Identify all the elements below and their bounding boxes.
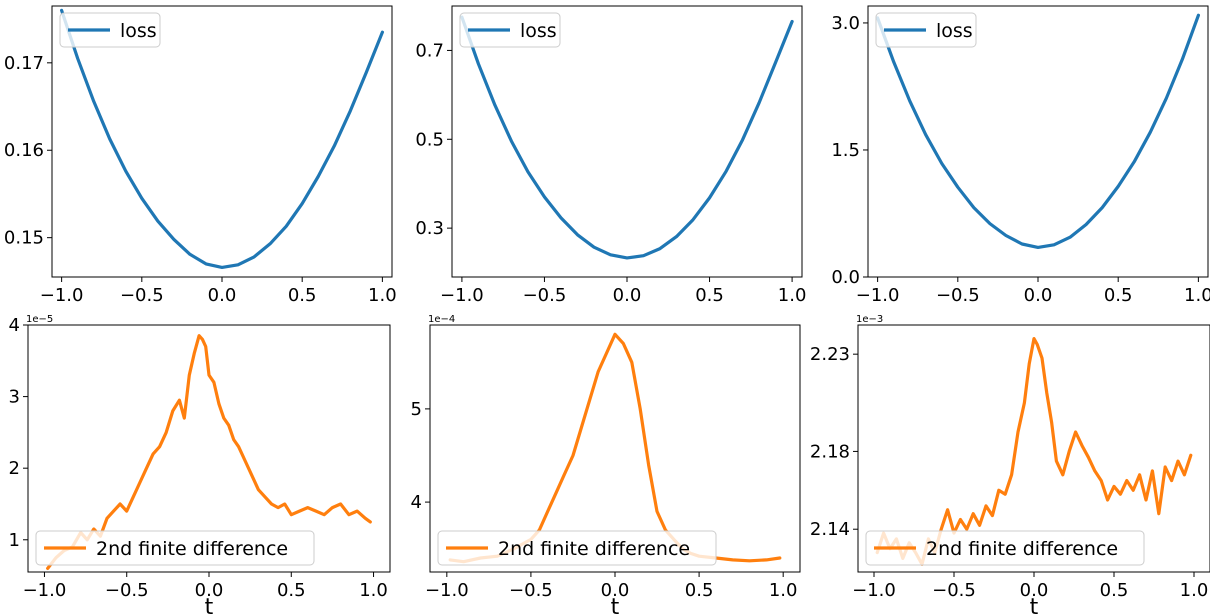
x-tick-label: 0.5 [288, 285, 317, 306]
x-tick-label: 1.0 [769, 580, 798, 601]
y-tick-label: 5 [411, 399, 422, 420]
x-tick-label: −0.5 [120, 285, 164, 306]
subplot-2: −1.0 −0.5 0.0 0.5 1.0 0.3 0.5 0.7 loss [415, 5, 807, 306]
x-tick-label: 0.0 [613, 285, 642, 306]
y-tick-label: 0.5 [415, 129, 444, 150]
legend-box [35, 530, 315, 566]
y-tick-label: 0.7 [415, 40, 444, 61]
y-tick-label: 0.17 [4, 53, 44, 74]
x-axis-label: t [205, 595, 214, 616]
x-tick-label: −1.0 [23, 580, 67, 601]
legend-label: 2nd finite difference [96, 538, 288, 560]
legend-label: loss [936, 20, 973, 42]
subplot-5: −1.0 −0.5 0.0 0.5 1.0 4 5 1e−4 t 2nd finite diffe… [411, 314, 801, 616]
x-tick-label: −0.5 [105, 580, 149, 601]
series-line-2nd-finite-difference [448, 332, 782, 564]
x-tick-label: −1.0 [856, 285, 900, 306]
x-tick-label: −0.5 [936, 285, 980, 306]
legend-box [437, 530, 717, 566]
y-tick-label: 4 [9, 315, 20, 336]
x-tick-label: 0.0 [195, 580, 224, 601]
y-tick-label: 0.0 [831, 267, 860, 288]
x-tick-label: 1.0 [1180, 580, 1209, 601]
y-tick-label: 2.14 [810, 519, 850, 540]
y-tick-label: 2 [9, 458, 20, 479]
y-offset-label: 1e−3 [856, 314, 883, 325]
x-tick-label: 0.0 [208, 285, 237, 306]
legend: loss [59, 12, 161, 48]
y-tick-label: 0.16 [4, 140, 44, 161]
y-offset-label: 1e−5 [26, 314, 53, 325]
y-offset-label: 1e−4 [428, 314, 455, 325]
x-tick-label: 1.0 [368, 285, 397, 306]
x-tick-label: −1.0 [40, 285, 84, 306]
x-tick-label: 1.0 [1184, 285, 1210, 306]
legend-label: loss [120, 20, 157, 42]
legend: loss [459, 12, 561, 48]
series-line-loss [59, 8, 384, 269]
x-tick-label: 1.0 [778, 285, 807, 306]
x-tick-label: −0.5 [932, 580, 976, 601]
legend-label: loss [520, 20, 557, 42]
legend: 2nd finite difference [35, 530, 315, 566]
y-tick-label: 3.0 [831, 13, 860, 34]
legend: loss [875, 12, 977, 48]
x-tick-label: −0.5 [523, 285, 567, 306]
subplot-1: −1.0 −0.5 0.0 0.5 1.0 0.15 0.16 0.17 loss [4, 5, 397, 306]
x-tick-label: 0.5 [695, 285, 724, 306]
x-tick-label: −1.0 [425, 580, 469, 601]
subplot-3: −1.0 −0.5 0.0 0.5 1.0 0.0 1.5 3.0 loss [831, 5, 1210, 306]
y-tick-label: 1 [9, 530, 20, 551]
legend: 2nd finite difference [437, 530, 717, 566]
y-tick-label: 0.15 [4, 228, 44, 249]
series-line-loss [460, 15, 794, 260]
x-tick-label: 0.5 [1104, 285, 1133, 306]
y-tick-label: 3 [9, 387, 20, 408]
y-tick-label: 0.3 [415, 218, 444, 239]
series-line-loss [875, 13, 1201, 249]
x-tick-label: −1.0 [852, 580, 896, 601]
x-tick-label: 1.0 [359, 580, 388, 601]
legend-label: 2nd finite difference [926, 538, 1118, 560]
x-tick-label: 0.0 [601, 580, 630, 601]
subplot-6: −1.0 −0.5 0.0 0.5 1.0 2.14 2.18 2.23 1e−3 t 2nd fi… [810, 314, 1210, 616]
x-tick-label: 0.5 [685, 580, 714, 601]
y-tick-label: 4 [411, 492, 422, 513]
x-tick-label: −1.0 [440, 285, 484, 306]
x-axis-label: t [1030, 595, 1039, 616]
x-tick-label: −0.5 [509, 580, 553, 601]
x-axis-label: t [611, 595, 620, 616]
series-line-2nd-finite-difference [46, 334, 372, 571]
legend-label: 2nd finite difference [498, 538, 690, 560]
subplot-4: −1.0 −0.5 0.0 0.5 1.0 1 2 3 4 1e−5 t 2nd finite dif… [9, 314, 391, 616]
legend-box [865, 530, 1145, 566]
y-tick-label: 2.23 [810, 344, 850, 365]
x-tick-label: 0.5 [1100, 580, 1129, 601]
x-tick-label: 0.0 [1020, 580, 1049, 601]
y-tick-label: 2.18 [810, 441, 850, 462]
series-line-2nd-finite-difference [875, 337, 1193, 566]
legend: 2nd finite difference [865, 530, 1145, 566]
y-tick-label: 1.5 [831, 140, 860, 161]
x-tick-label: 0.5 [277, 580, 306, 601]
x-tick-label: 0.0 [1024, 285, 1053, 306]
